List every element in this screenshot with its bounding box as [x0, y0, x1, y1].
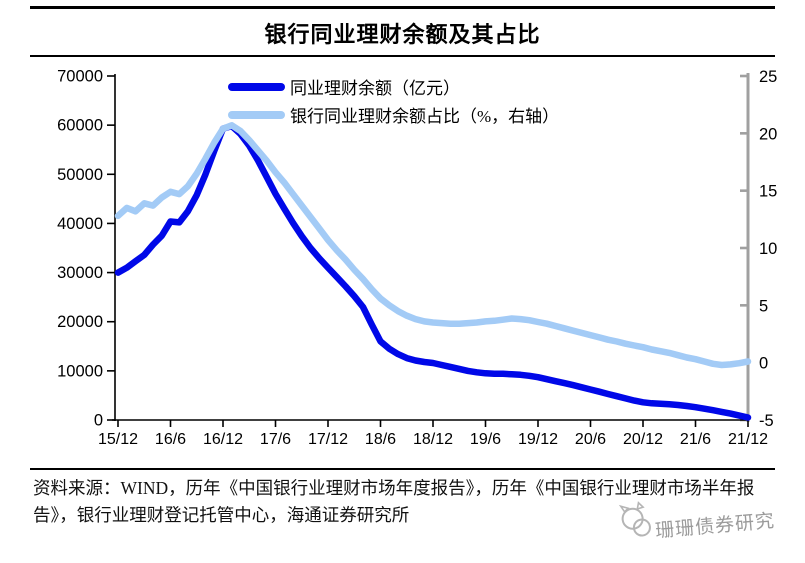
x-axis-tick-label: 21/12: [728, 431, 768, 448]
left-axis-tick-label: 70000: [57, 68, 103, 86]
legend-item-share: 银行同业理财余额占比（%，右轴）: [228, 102, 559, 127]
left-axis-tick-label: 0: [94, 412, 103, 430]
chart-title: 银行同业理财余额及其占比: [264, 22, 541, 47]
right-axis-tick-label: 15: [759, 183, 777, 201]
top-rule: [30, 6, 775, 9]
x-axis-tick-label: 16/6: [155, 431, 186, 448]
right-axis-tick-label: 20: [759, 125, 777, 143]
title-divider-rule: [30, 55, 775, 57]
legend-label-balance: 同业理财余额（亿元）: [290, 79, 460, 98]
legend-label-share: 银行同业理财余额占比（%，右轴）: [290, 107, 560, 126]
left-axis-tick-label: 10000: [57, 362, 103, 380]
balance-line: [114, 122, 752, 421]
left-axis-tick-label: 60000: [57, 117, 103, 135]
balance-line-swatch: [228, 82, 285, 91]
left-axis-tick-label: 40000: [57, 215, 103, 233]
left-axis-tick-label: 30000: [57, 264, 103, 282]
right-axis-tick-label: 25: [759, 68, 777, 86]
x-axis-tick-label: 18/6: [365, 431, 396, 448]
x-axis-tick-label: 20/12: [623, 431, 663, 448]
left-axis-tick-label: 50000: [57, 166, 103, 184]
left-axis-tick-label: 20000: [57, 313, 103, 331]
chart-plot-area: 0 10000 20000 30000 40000 50000 60000 70000 -5 0 5…: [57, 68, 777, 449]
x-axis-tick-label: 21/6: [680, 431, 711, 448]
share-line: [114, 122, 752, 369]
source-note: 资料来源：WIND，历年《中国银行业理财市场年度报告》，历年《中国银行业理财市场…: [33, 478, 755, 525]
x-axis-tick-label: 19/12: [518, 431, 558, 448]
x-axis-tick-label: 16/12: [203, 431, 243, 448]
x-axis-tick-label: 20/6: [575, 431, 606, 448]
x-axis-tick-label: 19/6: [470, 431, 501, 448]
footer-divider-rule: [30, 468, 775, 470]
x-axis-tick-label: 17/6: [260, 431, 291, 448]
share-line-swatch: [228, 110, 285, 119]
right-axis-tick-label: -5: [759, 412, 774, 430]
x-axis-tick-label: 15/12: [98, 431, 138, 448]
right-axis-tick-label: 0: [759, 355, 768, 373]
right-axis-tick-label: 10: [759, 240, 777, 258]
x-axis-tick-label: 17/12: [308, 431, 348, 448]
watermark-logo-icon: [618, 501, 651, 537]
x-axis-tick-label: 18/12: [413, 431, 453, 448]
right-axis-tick-label: 5: [759, 297, 768, 315]
legend-item-balance: 同业理财余额（亿元）: [228, 74, 460, 99]
